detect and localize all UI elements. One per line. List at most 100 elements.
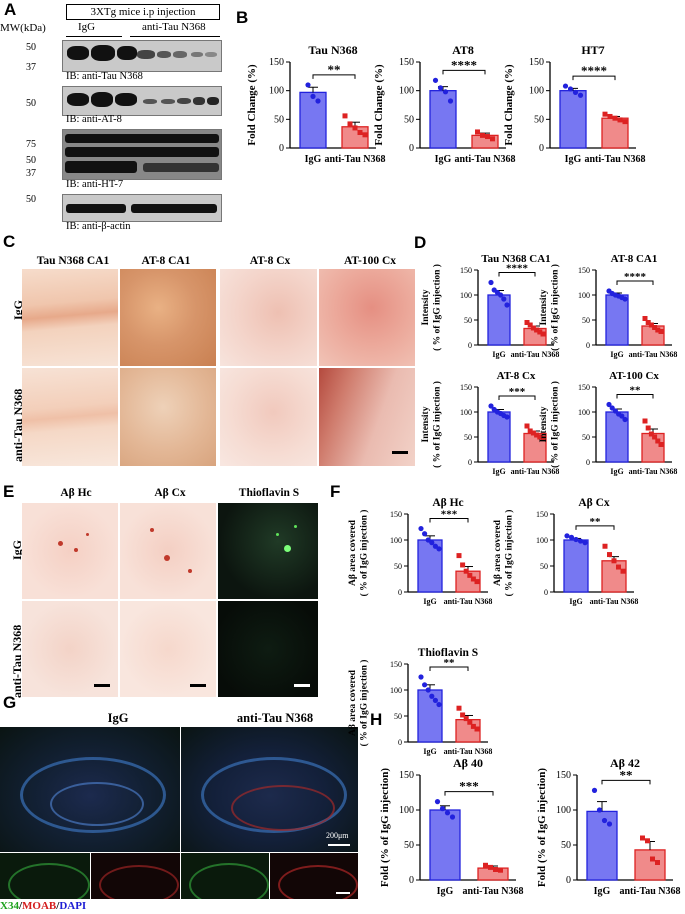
- chart-d2-data-point: [648, 322, 654, 328]
- chart-d2-sig-bracket: [616, 280, 654, 285]
- lane-label-anti-tau: anti-Tau N368: [142, 21, 206, 33]
- chart-d2-data-point: [655, 327, 661, 333]
- chart-f2-sig-bracket: [575, 525, 615, 530]
- micrograph-thioflavin-igg: [218, 503, 318, 599]
- chart-b1-sig-bracket: [312, 74, 356, 79]
- chart-f2-data-point: [582, 540, 588, 546]
- chart-d1-y-tick-label: 100: [460, 291, 472, 300]
- chart-h1-y-tick-label: 150: [399, 770, 414, 781]
- chart-b2-y-tick-label: 100: [399, 86, 414, 97]
- chart-d2-bar-igg: [605, 294, 629, 346]
- chart-f1-y-tick-label: 50: [394, 562, 402, 571]
- chart-d1-data-point: [488, 279, 494, 286]
- chart-f2-y-tick-label: 100: [536, 536, 548, 545]
- chart-d1-y-tick-label: 0: [468, 341, 472, 350]
- chart-h1-data-point: [483, 862, 488, 868]
- chart-f1-y-tick-label: 0: [398, 588, 402, 597]
- chart-f2-category-label: anti-Tau N368: [590, 597, 639, 606]
- chart-f1-data-point: [456, 553, 462, 559]
- chart-d2-data-point: [652, 325, 658, 330]
- chart-b3-data-point: [622, 119, 628, 125]
- chart-b1-data-point: [315, 98, 321, 104]
- chart-h1-category-label: IgG: [437, 886, 454, 897]
- chart-d1-data-point: [540, 331, 546, 337]
- chart-f2-y-label: ( % of IgG injection ): [504, 510, 515, 597]
- chart-d4-data-point: [648, 431, 654, 437]
- legend-x34: X34: [0, 900, 19, 912]
- chart-h2-data-point: [640, 835, 645, 841]
- chart-d1-data-point: [504, 302, 510, 308]
- chart-d3-data-point: [530, 430, 536, 436]
- chart-d1-data-point: [527, 322, 533, 328]
- chart-d1-sig-bracket: [498, 272, 536, 277]
- chart-f2-title: Aβ Cx: [578, 497, 610, 509]
- chart-d4-data-point: [622, 416, 628, 423]
- chart-b3-category-label: anti-Tau N368: [584, 154, 645, 165]
- panel-label-e: E: [3, 482, 15, 501]
- chart-d2-title: AT-8 CA1: [611, 253, 658, 265]
- mw-marker: 37: [26, 62, 36, 73]
- chart-f1-sig-bracket: [429, 518, 469, 523]
- chart-f1-data-point: [463, 568, 469, 574]
- col-title-ab-cx: Aβ Cx: [154, 487, 186, 499]
- chart-f1-y-tick-label: 100: [390, 536, 402, 545]
- chart-f1-category-label: IgG: [423, 597, 436, 606]
- chart-d4-y-tick-label: 100: [578, 408, 590, 417]
- chart-h2-y-label: Fold (% of IgG injection): [536, 768, 548, 887]
- chart-b1-data-point: [305, 82, 311, 88]
- chart-b1-y-tick-label: 100: [269, 86, 284, 97]
- chart-h2-category-label: IgG: [594, 886, 611, 897]
- chart-f3-y-tick-label: 50: [394, 712, 402, 721]
- chart-f1-data-point: [418, 525, 424, 532]
- chart-d3-sig-label: ***: [509, 386, 526, 398]
- fluorescence-anti-moab: [270, 853, 358, 899]
- chart-d1-data-point: [498, 292, 504, 298]
- chart-h2-y-tick-label: 150: [556, 770, 571, 781]
- chart-f2-y-label: Aβ area covered: [493, 519, 503, 586]
- chart-h2-data-point: [650, 856, 655, 862]
- chart-h1-title: Aβ 40: [453, 756, 483, 770]
- chart-d3-category-label: IgG: [492, 467, 505, 476]
- chart-h2-y-tick-label: 100: [556, 805, 571, 816]
- col-title-thioflavin: Thioflavin S: [238, 487, 300, 499]
- chart-f2-data-point: [616, 564, 621, 570]
- panel-label-d: D: [414, 233, 427, 252]
- chart-d2-y-tick-label: 0: [586, 341, 590, 350]
- chart-f3-category-label: IgG: [423, 747, 436, 756]
- micrograph-tau-n368-ca1-anti: [22, 368, 118, 466]
- chart-h1-y-tick-label: 50: [404, 840, 414, 851]
- chart-d3-title: AT-8 Cx: [497, 370, 536, 382]
- chart-b1-data-point: [352, 125, 358, 131]
- chart-f3-data-point: [429, 693, 435, 699]
- mw-marker: 50: [26, 194, 36, 205]
- ib-label-tau-n368: IB: anti-Tau N368: [66, 71, 143, 82]
- chart-h1-y-label: Fold (% of IgG injection): [379, 768, 391, 887]
- chart-f2-bar-igg: [563, 539, 589, 593]
- scale-bar: [392, 451, 408, 454]
- scale-bar: [294, 684, 310, 687]
- chart-h2-data-point: [601, 817, 608, 824]
- mw-marker: 37: [26, 168, 36, 179]
- chart-b1-y-tick-label: 150: [269, 57, 284, 68]
- panel-label-a: A: [4, 0, 17, 19]
- chart-b1-category-label: anti-Tau N368: [324, 154, 385, 165]
- chart-d2-data-point: [642, 316, 648, 321]
- chart-f1-title: Aβ Hc: [432, 497, 463, 509]
- chart-d3-data-point: [488, 403, 494, 409]
- chart-b1-data-point: [357, 130, 363, 136]
- chart-h2-bar-anti-tau: [634, 849, 666, 881]
- chart-d2-category-label: anti-Tau N368: [629, 350, 678, 359]
- blot-tau-n368: [62, 40, 222, 72]
- chart-d4-y-label: ( % of IgG injection ): [550, 381, 561, 468]
- chart-b2-y-tick-label: 0: [409, 143, 414, 154]
- col-title-at100-cx: AT-100 Cx: [343, 255, 397, 267]
- chart-f3-data-point: [432, 697, 438, 704]
- chart-h2-y-tick-label: 0: [566, 875, 571, 886]
- chart-f2-y-tick-label: 0: [544, 588, 548, 597]
- chart-d4-data-point: [652, 434, 658, 440]
- col-title-ab-hc: Aβ Hc: [60, 487, 92, 499]
- panel-label-h: H: [370, 710, 383, 729]
- micrograph-ab-hc-igg: [22, 503, 118, 599]
- chart-f3-sig-label: **: [444, 657, 456, 669]
- panel-label-b: B: [236, 8, 249, 27]
